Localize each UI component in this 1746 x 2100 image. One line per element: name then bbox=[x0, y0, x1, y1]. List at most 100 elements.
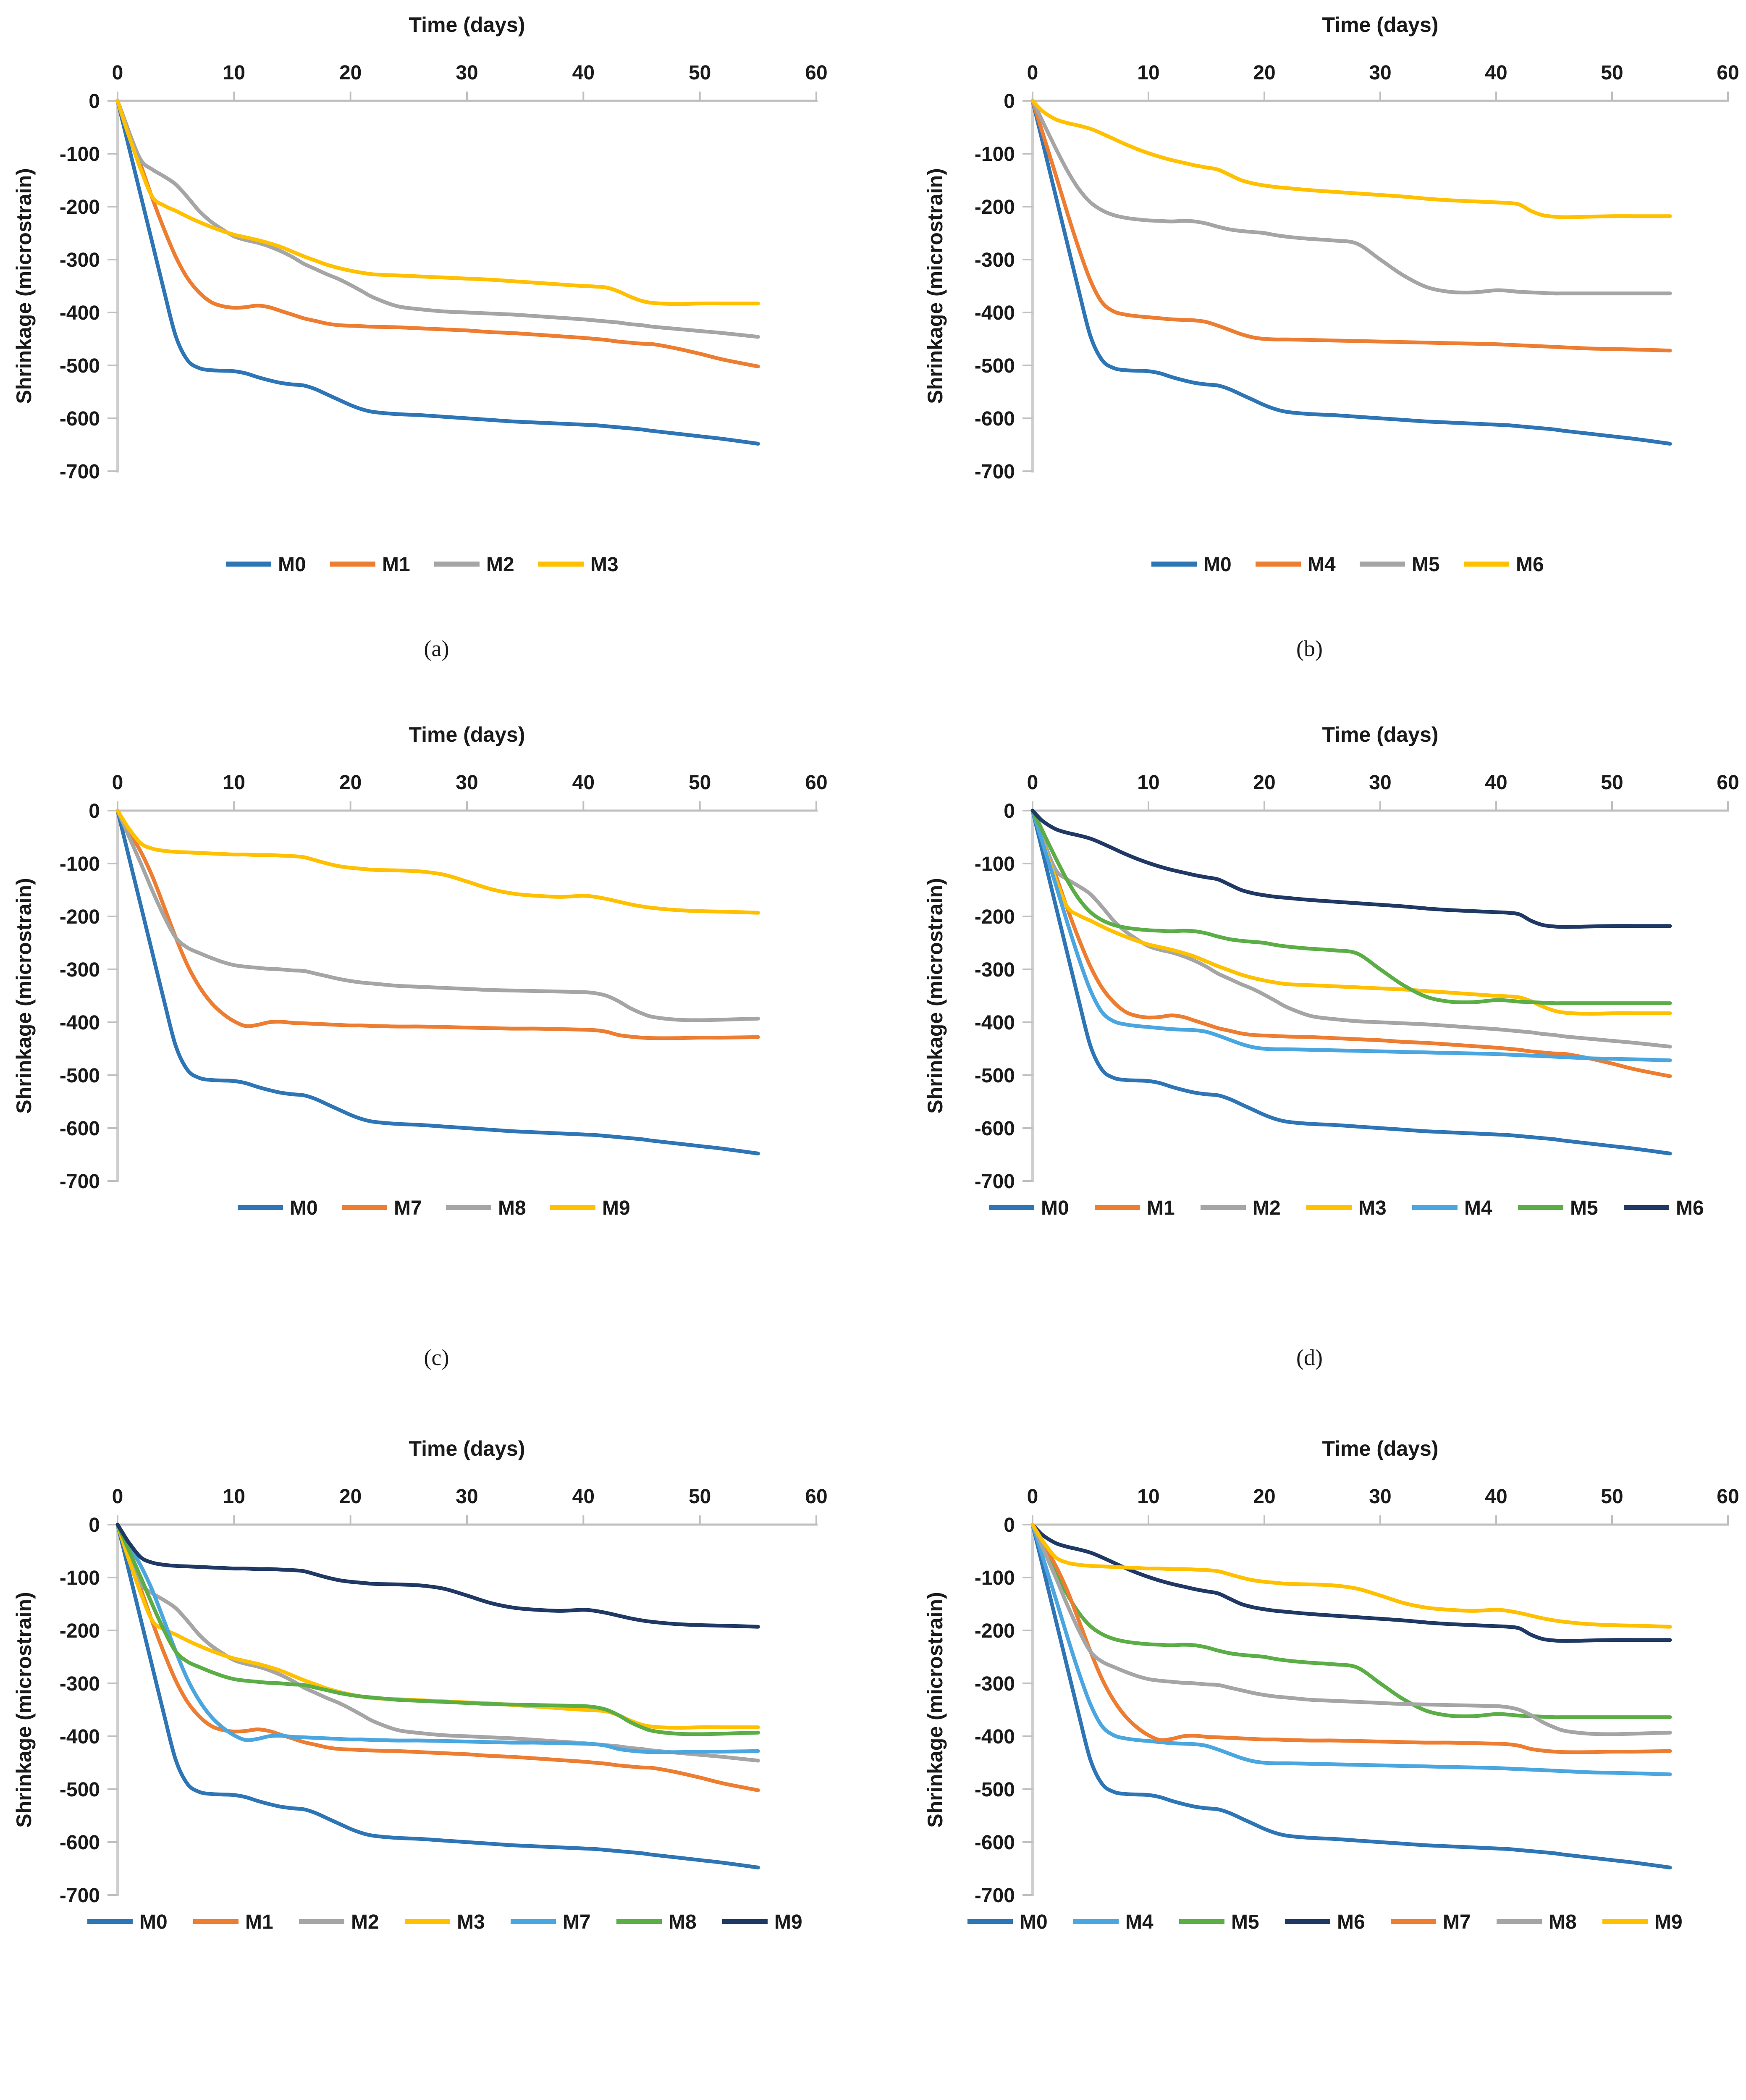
series-M3-line bbox=[115, 1522, 760, 1730]
x-axis: Time (days) 0 10 20 30 40 50 60 bbox=[1027, 723, 1739, 812]
x-tick-label: 60 bbox=[805, 772, 827, 794]
x-tick-label: 0 bbox=[1027, 62, 1038, 84]
legend-item-M9: M9 bbox=[1602, 1911, 1683, 1933]
y-tick-label: 0 bbox=[1004, 90, 1015, 113]
legend-label-M1: M1 bbox=[382, 554, 410, 576]
y-tick-label: 0 bbox=[89, 90, 100, 113]
legend-label-M5: M5 bbox=[1570, 1197, 1598, 1219]
x-tick-label: 50 bbox=[689, 772, 711, 794]
x-tick-label: 0 bbox=[112, 1486, 123, 1508]
x-tick-label: 50 bbox=[1601, 62, 1623, 84]
x-tick-label: 50 bbox=[689, 62, 711, 84]
line-chart-b: Time (days) 0 10 20 30 40 50 60 0 -100 -200 -300 -40… bbox=[923, 13, 1739, 576]
legend-item-M1: M1 bbox=[193, 1911, 273, 1933]
x-tick-label: 30 bbox=[1369, 62, 1391, 84]
x-tick-label: 20 bbox=[339, 1486, 362, 1508]
series bbox=[1030, 808, 1672, 1155]
legend-item-M3: M3 bbox=[405, 1911, 485, 1933]
legend-label-M8: M8 bbox=[498, 1197, 526, 1219]
caption-c: (c) bbox=[424, 1345, 449, 1370]
series-M6-line bbox=[1030, 1522, 1672, 1643]
y-tick-label: -700 bbox=[60, 461, 100, 483]
x-tick-label: 60 bbox=[805, 62, 827, 84]
series-M4-line bbox=[1030, 1522, 1672, 1777]
y-axis-title: Shrinkage (microstrain) bbox=[923, 878, 947, 1113]
y-tick-label: -200 bbox=[60, 906, 100, 928]
y-tick-label: -300 bbox=[975, 249, 1015, 271]
legend-label-M3: M3 bbox=[457, 1911, 485, 1933]
y-tick-label: -700 bbox=[975, 1171, 1015, 1193]
legend: M0 M4 M5 M6 bbox=[1151, 554, 1544, 576]
x-tick-label: 40 bbox=[1485, 62, 1507, 84]
y-tick-label: -500 bbox=[60, 1779, 100, 1801]
series-M0-line bbox=[115, 1522, 760, 1869]
y-tick-label: -400 bbox=[975, 1012, 1015, 1034]
line-chart-f: Time (days) 0 10 20 30 40 50 60 0 -100 -200 -300 -40… bbox=[923, 1437, 1739, 1933]
legend-item-M2: M2 bbox=[434, 554, 514, 576]
chart-panel-d: Time (days) 0 10 20 30 40 50 60 0 -100 -200 -300 -40… bbox=[873, 672, 1746, 1386]
x-tick-label: 30 bbox=[1369, 1486, 1391, 1508]
legend-label-M9: M9 bbox=[602, 1197, 630, 1219]
series-M7-line bbox=[115, 1522, 760, 1754]
x-axis: Time (days) 0 10 20 30 40 50 60 bbox=[112, 13, 828, 102]
series-M1-line bbox=[115, 1522, 760, 1792]
y-axis: 0 -100 -200 -300 -400 -500 -600 -700 Shrinkage (… bbox=[923, 1514, 1034, 1907]
legend-label-M7: M7 bbox=[1443, 1911, 1471, 1933]
series bbox=[115, 99, 760, 446]
x-tick-label: 10 bbox=[223, 772, 245, 794]
series-M3-line bbox=[1030, 808, 1672, 1016]
series-M4-line bbox=[1030, 99, 1672, 353]
legend: M0 M7 M8 M9 bbox=[238, 1197, 630, 1219]
y-tick-label: 0 bbox=[1004, 800, 1015, 822]
x-tick-label: 60 bbox=[1717, 1486, 1739, 1508]
legend-label-M9: M9 bbox=[774, 1911, 802, 1933]
legend-label-M0: M0 bbox=[139, 1911, 168, 1933]
y-tick-label: -700 bbox=[975, 461, 1015, 483]
x-tick-label: 0 bbox=[1027, 1486, 1038, 1508]
legend: M0 M1 M2 M3 bbox=[226, 554, 619, 576]
legend-label-M2: M2 bbox=[351, 1911, 379, 1933]
y-tick-label: -500 bbox=[975, 1065, 1015, 1087]
x-tick-label: 10 bbox=[1137, 1486, 1159, 1508]
series-M1-line bbox=[115, 99, 760, 368]
caption-b: (b) bbox=[1296, 636, 1323, 661]
legend: M0 M4 M5 M6 M7 M8 M9 bbox=[967, 1911, 1683, 1933]
series-M9-line bbox=[1030, 1522, 1672, 1629]
legend-label-M0: M0 bbox=[1020, 1911, 1048, 1933]
y-tick-label: -600 bbox=[60, 1832, 100, 1854]
legend-label-M0: M0 bbox=[278, 554, 306, 576]
legend-item-M0: M0 bbox=[226, 554, 306, 576]
x-tick-label: 0 bbox=[1027, 772, 1038, 794]
legend-item-M9: M9 bbox=[550, 1197, 630, 1219]
x-tick-label: 30 bbox=[1369, 772, 1391, 794]
y-tick-label: -500 bbox=[60, 355, 100, 377]
y-tick-label: -100 bbox=[60, 143, 100, 165]
y-tick-label: -400 bbox=[60, 1012, 100, 1034]
legend-label-M5: M5 bbox=[1412, 554, 1440, 576]
y-axis: 0 -100 -200 -300 -400 -500 -600 -700 Shrinkage (… bbox=[12, 90, 119, 483]
x-tick-label: 40 bbox=[1485, 772, 1507, 794]
x-axis: Time (days) 0 10 20 30 40 50 60 bbox=[1027, 13, 1739, 102]
legend-label-M9: M9 bbox=[1654, 1911, 1683, 1933]
x-axis-title: Time (days) bbox=[1322, 13, 1439, 37]
legend-label-M4: M4 bbox=[1308, 554, 1336, 576]
legend-item-M6: M6 bbox=[1464, 554, 1544, 576]
y-tick-label: -600 bbox=[60, 1118, 100, 1140]
x-axis-title: Time (days) bbox=[409, 1437, 525, 1460]
legend-item-M4: M4 bbox=[1073, 1911, 1154, 1933]
y-tick-label: -400 bbox=[60, 302, 100, 324]
legend-item-M4: M4 bbox=[1256, 554, 1336, 576]
x-tick-label: 50 bbox=[689, 1486, 711, 1508]
series-M9-line bbox=[115, 808, 760, 915]
x-axis: Time (days) 0 10 20 30 40 50 60 bbox=[112, 1437, 828, 1526]
y-tick-label: -600 bbox=[60, 408, 100, 430]
chart-panel-e: Time (days) 0 10 20 30 40 50 60 0 -100 -200 -300 -40… bbox=[0, 1386, 873, 2100]
series-M0-line bbox=[115, 99, 760, 446]
x-axis-title: Time (days) bbox=[1322, 1437, 1439, 1460]
y-tick-label: -100 bbox=[975, 853, 1015, 875]
legend-label-M5: M5 bbox=[1231, 1911, 1259, 1933]
series-M1-line bbox=[1030, 808, 1672, 1078]
x-tick-label: 20 bbox=[339, 62, 362, 84]
legend-item-M8: M8 bbox=[1497, 1911, 1577, 1933]
y-tick-label: -600 bbox=[975, 1832, 1015, 1854]
